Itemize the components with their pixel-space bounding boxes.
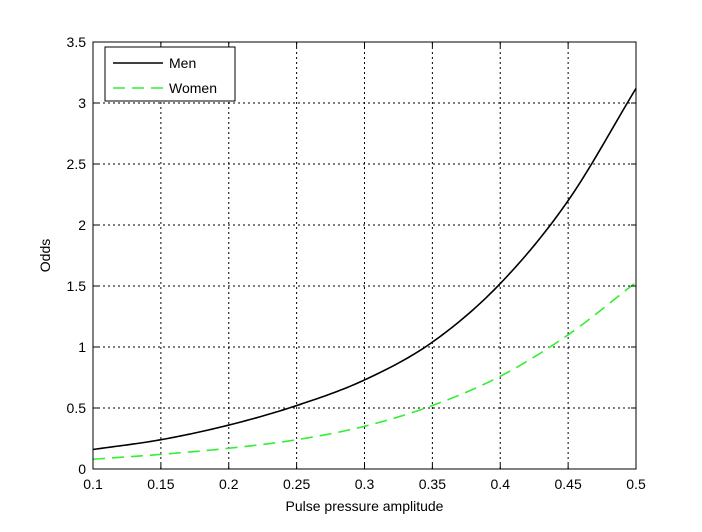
x-tick-label: 0.25: [283, 476, 310, 492]
x-tick-label: 0.1: [83, 476, 103, 492]
x-tick-label: 0.3: [355, 476, 375, 492]
x-axis-label: Pulse pressure amplitude: [286, 498, 444, 514]
y-axis-label: Odds: [37, 239, 53, 272]
y-tick-label: 3: [78, 95, 86, 111]
legend-label-men: Men: [169, 55, 196, 71]
x-tick-label: 0.4: [491, 476, 511, 492]
y-tick-label: 1.5: [67, 278, 87, 294]
x-tick-label: 0.45: [555, 476, 582, 492]
series-line-men: [92, 87, 637, 451]
legend-box: [104, 46, 236, 102]
y-tick-label: 2.5: [67, 156, 87, 172]
x-tick-label: 0.5: [626, 476, 646, 492]
grid: [93, 42, 636, 469]
x-tick-label: 0.2: [219, 476, 239, 492]
y-tick-label: 1: [78, 339, 86, 355]
x-tick-label: 0.15: [147, 476, 174, 492]
legend-label-women: Women: [169, 80, 217, 96]
plot-lines: [92, 87, 637, 461]
x-tick-label: 0.35: [419, 476, 446, 492]
axis-ticks: 0.1 0.15 0.2 0.25 0.3 0.35 0.4 0.45 0.5 0 0.5 1 1.5 2…: [67, 34, 646, 492]
y-tick-label: 3.5: [67, 34, 87, 50]
y-tick-label: 2: [78, 217, 86, 233]
y-tick-label: 0.5: [67, 400, 87, 416]
y-tick-label: 0: [78, 461, 86, 477]
legend: Men Women: [104, 46, 236, 102]
series-line-women: [92, 281, 637, 461]
